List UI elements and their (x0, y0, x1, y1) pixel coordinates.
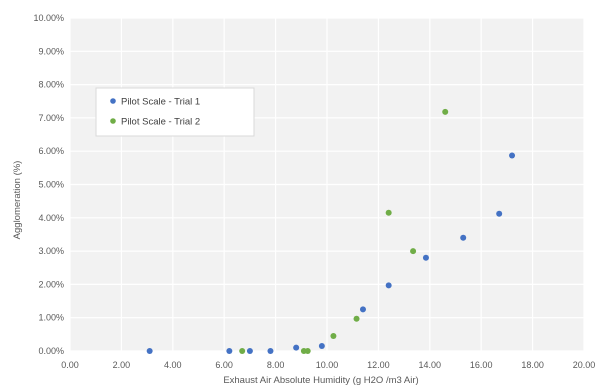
data-point-trial-2 (330, 333, 337, 340)
data-point-trial-2 (410, 248, 417, 255)
y-tick-label: 9.00% (38, 46, 64, 56)
x-tick-label: 16.00 (470, 360, 493, 370)
data-point-trial-1 (226, 348, 233, 354)
x-tick-label: 18.00 (521, 360, 544, 370)
data-point-trial-1 (496, 210, 503, 217)
data-point-trial-1 (146, 348, 153, 354)
data-point-trial-1 (267, 348, 274, 354)
data-point-trial-1 (293, 344, 300, 351)
legend-label-trial-1: Pilot Scale - Trial 1 (121, 97, 200, 108)
x-axis-title: Exhaust Air Absolute Humidity (g H2O /m3… (223, 375, 418, 386)
y-tick-label: 4.00% (38, 213, 64, 223)
legend-box (95, 87, 255, 137)
data-point-trial-1 (359, 306, 366, 313)
x-tick-label: 12.00 (367, 360, 390, 370)
data-point-trial-2 (353, 315, 360, 322)
data-point-trial-1 (509, 152, 516, 159)
x-tick-label: 0.00 (61, 360, 79, 370)
y-tick-label: 0.00% (38, 346, 64, 356)
x-tick-label: 4.00 (164, 360, 182, 370)
y-tick-label: 6.00% (38, 146, 64, 156)
y-tick-label: 10.00% (33, 13, 64, 23)
y-tick-label: 8.00% (38, 80, 64, 90)
data-point-trial-1 (318, 343, 325, 350)
data-point-trial-1 (385, 282, 392, 289)
x-tick-label: 10.00 (316, 360, 339, 370)
data-point-trial-2 (442, 108, 449, 115)
data-point-trial-1 (246, 348, 253, 354)
x-tick-label: 6.00 (215, 360, 233, 370)
x-tick-label: 8.00 (267, 360, 285, 370)
y-tick-label: 1.00% (38, 313, 64, 323)
x-tick-label: 20.00 (573, 360, 596, 370)
y-tick-label: 5.00% (38, 180, 64, 190)
data-point-trial-2 (385, 209, 392, 216)
data-point-trial-2 (239, 348, 246, 354)
y-tick-label: 3.00% (38, 246, 64, 256)
y-axis-title: Agglomeration (%) (12, 161, 23, 240)
y-tick-label: 2.00% (38, 279, 64, 289)
data-point-trial-2 (304, 348, 311, 354)
legend-marker-trial-2 (110, 118, 116, 124)
x-tick-label: 14.00 (419, 360, 442, 370)
legend-marker-trial-1 (110, 98, 116, 104)
data-point-trial-1 (460, 234, 467, 241)
x-tick-label: 2.00 (113, 360, 131, 370)
legend: Pilot Scale - Trial 1 Pilot Scale - Tria… (95, 87, 255, 137)
data-point-trial-1 (422, 254, 429, 261)
y-tick-label: 7.00% (38, 113, 64, 123)
legend-label-trial-2: Pilot Scale - Trial 2 (121, 117, 200, 128)
